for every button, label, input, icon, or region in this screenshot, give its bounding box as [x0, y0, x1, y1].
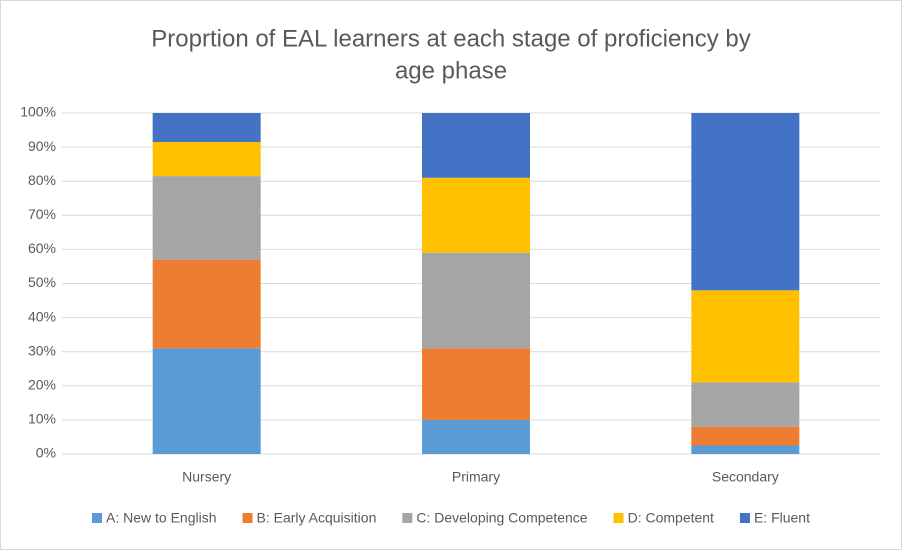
bar-segment: [691, 382, 800, 427]
bar-segment: [691, 445, 800, 454]
bar-segment: [691, 113, 800, 291]
legend-swatch: [739, 513, 750, 523]
bar-segment: [422, 419, 530, 454]
bar-segment: [691, 290, 800, 383]
y-tick-label: 100%: [20, 104, 56, 120]
y-tick-label: 30%: [28, 342, 56, 358]
bar-segment: [152, 348, 261, 454]
legend-swatch: [402, 513, 413, 523]
bar-segment: [422, 177, 530, 253]
bar-segment: [422, 348, 530, 420]
legend-swatch: [613, 513, 624, 523]
bar-segment: [152, 113, 261, 142]
bar-segment: [152, 259, 261, 349]
x-tick-label: Nursery: [182, 469, 231, 485]
y-tick-label: 50%: [28, 274, 56, 290]
legend-label: A: New to English: [106, 510, 217, 526]
y-tick-label: 60%: [28, 240, 56, 256]
legend-swatch: [242, 513, 253, 523]
legend-label: E: Fluent: [754, 510, 810, 526]
chart-title: Proprtion of EAL learners at each stage …: [151, 25, 750, 52]
y-tick-label: 70%: [28, 206, 56, 222]
bar-segment: [422, 113, 530, 178]
legend-swatch: [92, 513, 103, 523]
y-tick-label: 20%: [28, 377, 56, 393]
bar-segment: [152, 176, 261, 260]
y-tick-label: 90%: [28, 138, 56, 154]
y-tick-label: 0%: [36, 445, 56, 461]
y-tick-label: 80%: [28, 172, 56, 188]
x-tick-label: Primary: [452, 469, 500, 485]
x-tick-label: Secondary: [712, 469, 779, 485]
bar-segment: [691, 426, 800, 446]
y-tick-label: 10%: [28, 411, 56, 427]
legend-label: C: Developing Competence: [416, 510, 587, 526]
chart-title: age phase: [395, 57, 507, 84]
bar-segment: [422, 252, 530, 349]
y-tick-label: 40%: [28, 308, 56, 324]
bar-segment: [152, 141, 261, 177]
legend-label: B: Early Acquisition: [257, 510, 377, 526]
legend-label: D: Competent: [628, 510, 714, 526]
